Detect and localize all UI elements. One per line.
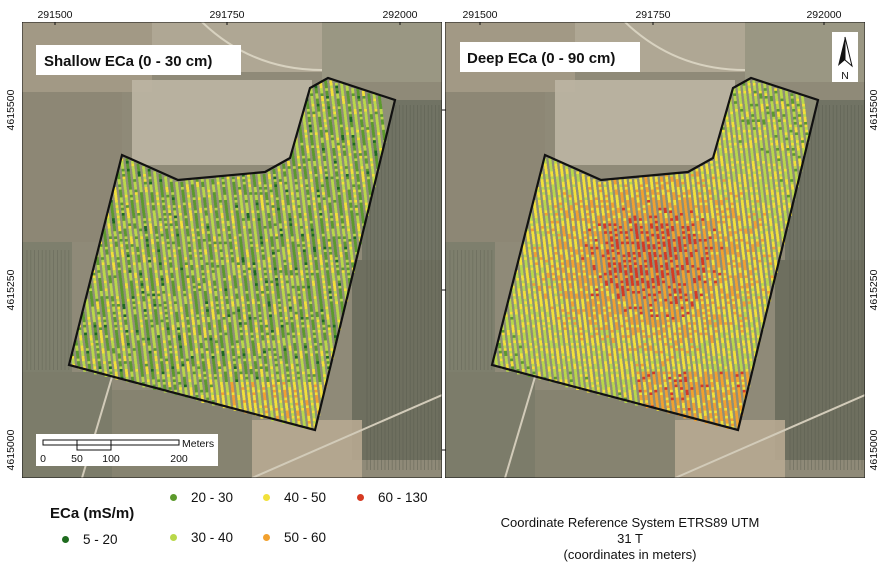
legend-swatch	[263, 534, 270, 541]
legend-swatch	[263, 494, 270, 501]
legend-label: 20 - 30	[191, 490, 234, 505]
legend-label: 30 - 40	[191, 530, 234, 545]
legend-label: 50 - 60	[284, 530, 327, 545]
scale-label-50: 50	[71, 453, 83, 465]
legend-item-30-40: 30 - 40	[170, 530, 233, 545]
deep-eca-map-panel	[445, 22, 865, 478]
x-tick-bottom: 291750	[209, 478, 244, 480]
deep-title-box: Deep ECa (0 - 90 cm)	[460, 42, 640, 72]
shallow-title-box: Shallow ECa (0 - 30 cm)	[36, 45, 241, 75]
y-tick: 4615500	[5, 89, 17, 130]
y-tick: 4615000	[868, 429, 880, 470]
y-tick: 4615250	[5, 269, 17, 310]
y-tick: 4615250	[868, 269, 880, 310]
x-tick-top: 292000	[806, 9, 841, 21]
scale-label-200: 200	[170, 453, 188, 465]
shallow-panel-title: Shallow ECa (0 - 30 cm)	[44, 53, 212, 70]
legend-item-40-50: 40 - 50	[263, 490, 326, 505]
x-tick-top: 291750	[209, 9, 244, 21]
x-tick-top: 291500	[37, 9, 72, 21]
x-tick-top: 291500	[462, 9, 497, 21]
shallow-eca-map-panel	[22, 22, 442, 478]
legend-label: 60 - 130	[378, 490, 428, 505]
legend-item-20-30: 20 - 30	[170, 490, 233, 505]
x-tick-bottom: 292000	[806, 478, 841, 480]
legend-item-5-20: 5 - 20	[62, 532, 118, 547]
crs-line-2: (coordinates in meters)	[563, 547, 697, 562]
map-figure: 291500 291500 291500 291500 291750 291750 2917…	[5, 9, 880, 480]
scale-label-0: 0	[40, 453, 46, 465]
legend-swatch	[170, 494, 177, 501]
legend-swatch	[62, 536, 69, 543]
legend: ECa (mS/m) 5 - 20 20 - 30 30 - 40 40 - 5…	[0, 480, 885, 565]
north-arrow-icon: N	[832, 32, 858, 82]
scale-unit: Meters	[182, 438, 214, 450]
crs-note: Coordinate Reference System ETRS89 UTM 3…	[500, 515, 760, 563]
crs-line-1: Coordinate Reference System ETRS89 UTM 3…	[500, 515, 760, 546]
legend-swatch	[170, 534, 177, 541]
scale-bar: Meters 0 50 100 200	[36, 434, 218, 466]
scale-label-100: 100	[102, 453, 120, 465]
north-label: N	[841, 70, 849, 82]
y-tick: 4615000	[5, 429, 17, 470]
x-tick-bottom: 292000	[382, 478, 417, 480]
legend-label: 5 - 20	[83, 532, 118, 547]
legend-title: ECa (mS/m)	[50, 505, 135, 522]
x-tick-bottom: 291750	[635, 478, 670, 480]
legend-label: 40 - 50	[284, 490, 327, 505]
x-tick-bottom: 291500	[37, 478, 72, 480]
legend-swatch	[357, 494, 364, 501]
coordinate-ticks: 291500 291500 291500 291500 291750 291750 2917…	[5, 9, 880, 480]
x-tick-top: 291750	[635, 9, 670, 21]
x-tick-bottom: 291500	[462, 478, 497, 480]
deep-panel-title: Deep ECa (0 - 90 cm)	[467, 50, 615, 67]
legend-item-60-130: 60 - 130	[357, 490, 428, 505]
x-tick-top: 292000	[382, 9, 417, 21]
y-tick: 4615500	[868, 89, 880, 130]
legend-item-50-60: 50 - 60	[263, 530, 326, 545]
